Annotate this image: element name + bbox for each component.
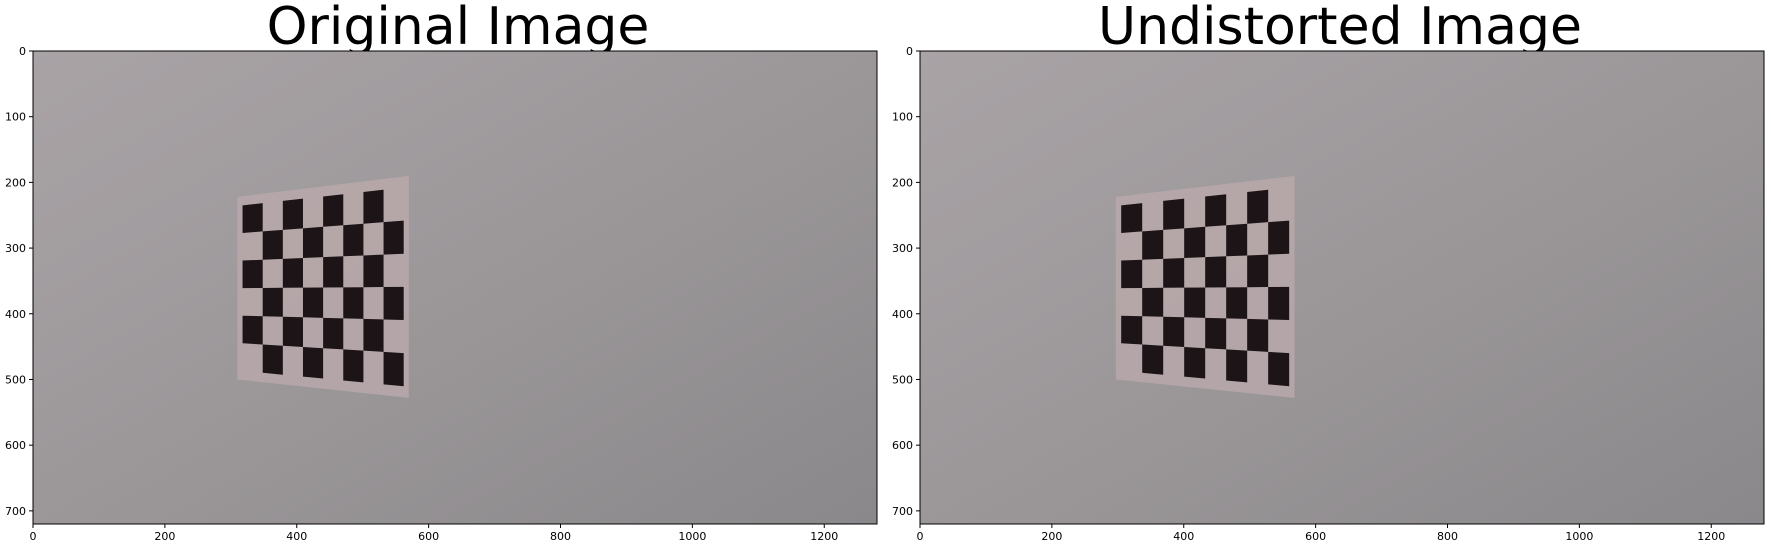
- x-tick-label: 400: [1173, 530, 1194, 543]
- checkerboard-square: [282, 198, 303, 230]
- checkerboard-square: [1226, 287, 1248, 319]
- x-tick-label: 1200: [810, 530, 838, 543]
- axes-frame-original: [32, 50, 878, 525]
- y-tick-label: 100: [5, 111, 26, 124]
- axes-frame-undistorted: [919, 50, 1765, 525]
- panel-undistorted: Undistorted Image 0 200 400 600 800 1000 1200 …: [892, 0, 1765, 543]
- checkerboard-square: [383, 220, 404, 255]
- checkerboard-square: [1142, 229, 1164, 260]
- checkerboard-square: [1247, 318, 1269, 352]
- checkerboard-square: [282, 257, 303, 288]
- panel-title-undistorted: Undistorted Image: [1098, 0, 1582, 57]
- checkerboard-square: [242, 259, 263, 289]
- checkerboard-square: [242, 203, 263, 233]
- x-tick-label: 400: [286, 530, 307, 543]
- x-tick-label: 600: [1305, 530, 1326, 543]
- checkerboard-original: [237, 175, 409, 398]
- y-tick-label: 400: [892, 308, 913, 321]
- y-tick-label: 600: [5, 439, 26, 452]
- checkerboard-square: [343, 287, 364, 319]
- checkerboard-square: [1163, 257, 1185, 288]
- y-tick-label: 0: [906, 45, 913, 58]
- checkerboard-square: [1184, 226, 1206, 258]
- y-tick-label: 300: [5, 242, 26, 255]
- y-tick-label: 100: [892, 111, 913, 124]
- y-tick-label: 700: [5, 505, 26, 518]
- checkerboard-square: [1247, 189, 1269, 224]
- checkerboard-square: [1247, 254, 1269, 288]
- y-tick-label: 0: [19, 45, 26, 58]
- checkerboard-square: [1121, 315, 1143, 345]
- y-tick-label: 200: [5, 176, 26, 189]
- y-axis-ticks-original: 0 100 200 300 400 500 600 700: [5, 45, 33, 518]
- checkerboard-square: [1142, 287, 1164, 317]
- checkerboard-square: [1184, 346, 1206, 379]
- x-tick-label: 200: [1041, 530, 1062, 543]
- checkerboard-square: [1121, 203, 1143, 233]
- checkerboard-square: [1268, 220, 1290, 255]
- checkerboard-square: [1268, 351, 1290, 387]
- checkerboard-square: [1205, 317, 1227, 350]
- x-tick-label: 0: [30, 530, 37, 543]
- y-tick-label: 700: [892, 505, 913, 518]
- checkerboard-square: [262, 229, 283, 260]
- checkerboard-square: [1184, 287, 1206, 318]
- checkerboard-square: [383, 351, 404, 387]
- checkerboard-square: [242, 315, 263, 345]
- x-tick-label: 1000: [678, 530, 706, 543]
- y-tick-label: 300: [892, 242, 913, 255]
- x-tick-label: 200: [154, 530, 175, 543]
- x-tick-label: 800: [550, 530, 571, 543]
- y-tick-label: 200: [892, 176, 913, 189]
- checkerboard-square: [262, 287, 283, 317]
- y-tick-label: 600: [892, 439, 913, 452]
- x-axis-ticks-undistorted: 0 200 400 600 800 1000 1200: [917, 524, 1725, 543]
- checkerboard-square: [343, 349, 364, 383]
- checkerboard-square: [323, 194, 344, 227]
- checkerboard-square: [302, 346, 324, 379]
- checkerboard-square: [1142, 344, 1164, 375]
- checkerboard-square: [323, 317, 344, 350]
- checkerboard-undistorted: [1115, 175, 1295, 398]
- checkerboard-square: [1163, 316, 1185, 347]
- checkerboard-square: [1121, 259, 1143, 289]
- checkerboard-square: [1205, 256, 1227, 288]
- photo-original: [33, 51, 877, 524]
- photo-undistorted: [920, 51, 1764, 524]
- checkerboard-square: [282, 316, 303, 347]
- checkerboard-square: [343, 223, 364, 257]
- y-tick-label: 400: [5, 308, 26, 321]
- checkerboard-square: [1163, 198, 1185, 230]
- y-axis-ticks-undistorted: 0 100 200 300 400 500 600 700: [892, 45, 920, 518]
- checkerboard-square: [302, 287, 324, 318]
- x-tick-label: 1000: [1565, 530, 1593, 543]
- y-tick-label: 500: [5, 373, 26, 386]
- x-tick-label: 0: [917, 530, 924, 543]
- checkerboard-square: [1226, 223, 1248, 257]
- x-tick-label: 1200: [1697, 530, 1725, 543]
- x-tick-label: 800: [1437, 530, 1458, 543]
- checkerboard-square: [323, 256, 344, 288]
- checkerboard-square: [262, 344, 283, 375]
- y-tick-label: 500: [892, 373, 913, 386]
- checkerboard-square: [383, 286, 404, 321]
- checkerboard-square: [1205, 194, 1227, 227]
- checkerboard-square: [302, 226, 324, 258]
- checkerboard-square: [363, 254, 384, 288]
- checkerboard-square: [363, 318, 384, 352]
- x-axis-ticks-original: 0 200 400 600 800 1000 1200: [30, 524, 838, 543]
- checkerboard-square: [1226, 349, 1248, 383]
- panel-original: Original Image 0 200 400 600 800 1000 1200 0 10…: [5, 0, 878, 543]
- x-tick-label: 600: [418, 530, 439, 543]
- checkerboard-square: [1268, 286, 1290, 321]
- checkerboard-square: [363, 189, 384, 224]
- panel-title-original: Original Image: [267, 0, 650, 57]
